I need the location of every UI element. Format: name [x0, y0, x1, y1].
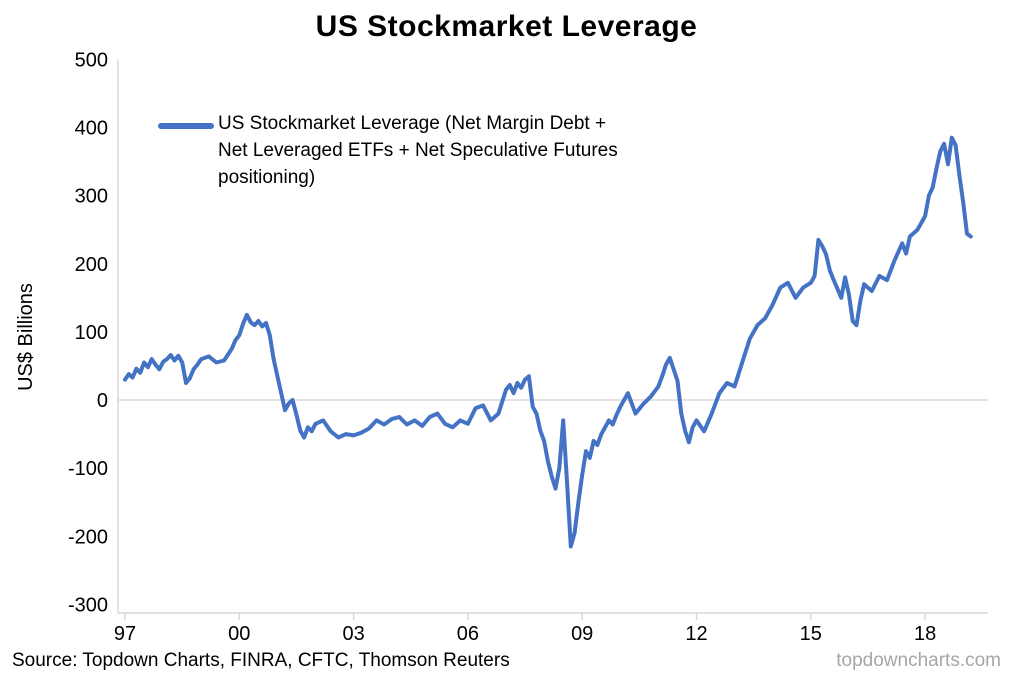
chart-title: US Stockmarket Leverage	[315, 10, 698, 43]
x-tick-label: 06	[457, 623, 479, 645]
y-tick-label: 400	[75, 118, 108, 140]
y-tick-label: -200	[68, 526, 108, 548]
y-tick-label: -100	[68, 458, 108, 480]
watermark: topdowncharts.com	[836, 650, 1001, 671]
x-tick-label: 15	[800, 623, 822, 645]
y-tick-label: 200	[75, 254, 108, 276]
x-tick-label: 97	[114, 623, 136, 645]
x-tick-label: 12	[685, 623, 707, 645]
y-tick-label: 500	[75, 49, 108, 71]
y-tick-label: -300	[68, 594, 108, 616]
source-note: Source: Topdown Charts, FINRA, CFTC, Tho…	[12, 650, 510, 671]
data-series-line	[123, 135, 973, 549]
x-tick-label: 00	[228, 623, 250, 645]
x-tick-label: 03	[342, 623, 364, 645]
x-tick-label: 18	[914, 623, 936, 645]
x-tick-label: 09	[571, 623, 593, 645]
y-tick-label: 0	[97, 390, 108, 412]
legend-label: US Stockmarket Leverage (Net Margin Debt…	[218, 113, 618, 188]
legend-line-swatch	[158, 123, 214, 129]
y-tick-label: 300	[75, 186, 108, 208]
y-tick-label: 100	[75, 322, 108, 344]
